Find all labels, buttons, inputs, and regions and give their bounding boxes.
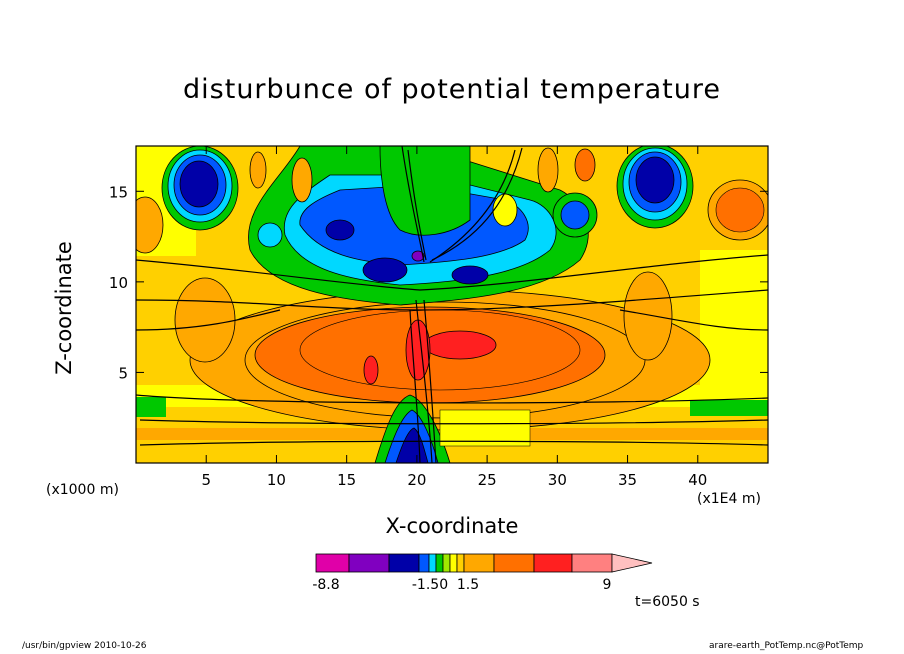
- colorbar-label: -8.8: [312, 577, 339, 593]
- contour-field: [136, 146, 768, 463]
- colorbar: -8.8 -1.50 1.5 9: [312, 553, 653, 593]
- contour-band: [635, 156, 675, 204]
- chart-title: disturbunce of potential temperature: [183, 74, 721, 105]
- contour-band: [136, 440, 768, 463]
- x-tick-label: 40: [688, 471, 707, 489]
- contour-band: [325, 219, 355, 241]
- colorbar-label: 1.5: [457, 577, 479, 593]
- x-axis-unit: (x1E4 m): [697, 491, 761, 507]
- y-tick-label: 10: [109, 274, 128, 292]
- contour-band: [715, 187, 765, 233]
- colorbar-swatch: [348, 553, 390, 573]
- x-tick-label: 30: [548, 471, 567, 489]
- footer-right: arare-earth_PotTemp.nc@PotTemp: [709, 641, 864, 651]
- colorbar-swatch: [571, 553, 613, 573]
- colorbar-swatch: [533, 553, 573, 573]
- time-annotation: t=6050 s: [635, 594, 700, 610]
- contour-band: [136, 397, 166, 417]
- y-axis-unit: (x1000 m): [46, 482, 119, 498]
- contour-band: [623, 271, 673, 361]
- axes: 5 10 15 20 25 30 35 40 5 10 15: [109, 146, 768, 489]
- colorbar-swatch: [493, 553, 535, 573]
- x-axis-label: X-coordinate: [385, 514, 519, 538]
- contour-band: [363, 355, 379, 385]
- colorbar-label: -1.50: [412, 577, 448, 593]
- y-tick-label: 5: [118, 364, 128, 382]
- colorbar-arrow: [611, 553, 653, 573]
- contour-band: [560, 200, 590, 230]
- x-tick-label: 5: [201, 471, 211, 489]
- colorbar-swatch: [418, 553, 430, 573]
- x-tick-label: 20: [407, 471, 426, 489]
- plot-frame: [135, 145, 769, 464]
- colorbar-label: 9: [603, 577, 612, 593]
- x-tick-label: 25: [478, 471, 497, 489]
- contour-band: [257, 222, 283, 248]
- colorbar-swatch: [456, 553, 465, 573]
- contour-band: [291, 157, 313, 203]
- colorbar-swatch: [435, 553, 444, 573]
- contour-band: [362, 257, 408, 283]
- contour-band: [411, 250, 425, 262]
- y-tick-label: 15: [109, 183, 128, 201]
- contour-band: [423, 330, 497, 360]
- x-tick-label: 10: [267, 471, 286, 489]
- contour-band: [690, 400, 768, 416]
- contour-band: [174, 277, 236, 363]
- y-axis-label: Z-coordinate: [52, 241, 76, 375]
- contour-lines: [136, 146, 768, 463]
- colorbar-swatch: [428, 553, 437, 573]
- contour-band: [574, 148, 596, 182]
- contour-band: [249, 151, 267, 189]
- colorbar-swatch: [388, 553, 420, 573]
- colorbar-swatch: [449, 553, 458, 573]
- contour-band: [439, 409, 531, 447]
- colorbar-swatch: [463, 553, 495, 573]
- contour-band: [492, 193, 518, 227]
- colorbar-swatch: [442, 553, 451, 573]
- footer-left: /usr/bin/gpview 2010-10-26: [22, 641, 147, 651]
- x-tick-label: 15: [337, 471, 356, 489]
- contour-band: [179, 160, 219, 208]
- colorbar-swatch: [315, 553, 350, 573]
- contour-band: [451, 265, 489, 285]
- contour-band: [537, 147, 559, 193]
- contour-band: [136, 196, 164, 254]
- x-tick-label: 35: [618, 471, 637, 489]
- contour-band: [379, 146, 471, 236]
